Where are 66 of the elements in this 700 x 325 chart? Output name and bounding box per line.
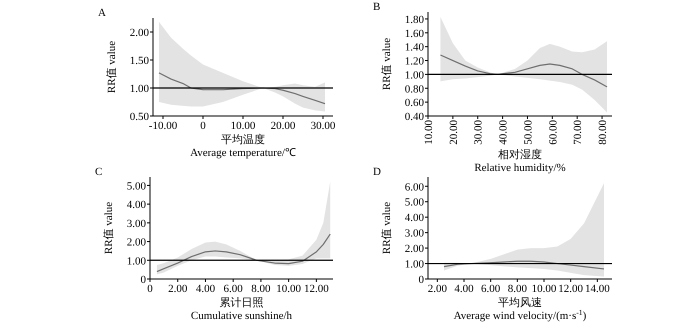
y-tick-label: 1.80: [404, 14, 424, 26]
y-tick-label: 1.00: [404, 69, 424, 82]
x-tick-label: 50.00: [522, 120, 534, 145]
y-tick-label: 1.00: [126, 255, 146, 268]
line-series: [443, 260, 605, 270]
y-axis-title: RR值 value: [381, 202, 393, 254]
y-axis-title: RR值 value: [103, 202, 115, 254]
y-tick-label: 5.00: [404, 196, 424, 209]
chart-title: D: [373, 166, 381, 178]
x-tick-label: 70.00: [572, 120, 584, 145]
y-tick-label: 4.00: [404, 212, 424, 224]
x-tick-label: 30.00: [310, 120, 336, 132]
x-axis-title: 相对湿度 Relative humidity/%: [474, 148, 566, 174]
chart-title: B: [373, 1, 380, 13]
x-tick-label: 4.00: [196, 283, 216, 295]
y-tick-label: 4.00: [126, 199, 146, 212]
x-tick-label: 2.00: [168, 283, 188, 295]
x-tick-label: 20.00: [448, 120, 460, 145]
x-tick-label: 10.00: [230, 120, 256, 132]
x-tick-label: 80.00: [597, 120, 610, 145]
chart-title: C: [95, 166, 102, 178]
y-tick-label: 0.60: [404, 97, 424, 110]
y-tick-label: 1.50: [130, 55, 150, 67]
y-tick-label: 5.00: [126, 180, 146, 192]
x-tick-label: 30.00: [472, 120, 485, 145]
y-tick-label: 3.00: [404, 228, 424, 240]
x-tick-label: 2.00: [428, 283, 448, 295]
x-tick-label: 40.00: [498, 120, 510, 145]
x-axis-title: 累计日照 Cumulative sunshine/h: [190, 296, 293, 322]
y-tick-label: 6.00: [404, 181, 424, 194]
x-tick-label: -10.00: [148, 120, 178, 132]
x-tick-label: 10.00: [532, 283, 557, 295]
x-tick-label: 12.00: [304, 283, 330, 295]
x-tick-label: 8.00: [251, 283, 272, 295]
x-tick-label: 0: [200, 120, 206, 132]
y-tick-label: 0: [140, 274, 146, 286]
y-tick-label: 0.50: [130, 111, 150, 123]
y-tick-label: 1.00: [130, 83, 150, 95]
x-tick-label: 10.00: [423, 120, 435, 145]
y-tick-label: 2.00: [404, 243, 424, 256]
x-tick-label: 10.00: [276, 283, 302, 295]
chart-title: A: [98, 7, 106, 19]
x-axis-title: 平均温度 Average temperature/℃: [190, 133, 296, 159]
y-tick-label: 1.60: [404, 28, 424, 40]
x-tick-label: 12.00: [558, 283, 584, 295]
x-tick-label: 6.00: [224, 283, 244, 295]
x-tick-label: 4.00: [454, 283, 474, 295]
x-tick-label: 60.00: [547, 120, 560, 145]
y-tick-label: 2.00: [126, 236, 146, 249]
y-tick-label: 2.00: [130, 27, 150, 39]
x-tick-label: 6.00: [481, 283, 501, 295]
x-tick-label: 14.00: [584, 283, 610, 295]
y-tick-label: 1.00: [404, 258, 424, 271]
line-series: [156, 233, 331, 272]
y-tick-label: 0.40: [404, 111, 424, 123]
y-tick-label: 0.80: [404, 83, 424, 96]
y-axis-title: RR值 value: [381, 38, 393, 90]
x-tick-label: 8.00: [508, 283, 528, 295]
line-series: [440, 54, 608, 88]
y-tick-label: 1.40: [404, 42, 424, 54]
x-tick-label: 20.00: [270, 120, 296, 132]
y-axis-title: RR值 value: [106, 40, 118, 94]
y-tick-label: 1.20: [404, 56, 424, 68]
y-tick-label: 3.00: [126, 218, 146, 230]
y-tick-label: 0: [418, 274, 424, 286]
x-axis-title: 平均风速 Average wind velocity/(m·s$^{-1}$): [454, 296, 587, 322]
